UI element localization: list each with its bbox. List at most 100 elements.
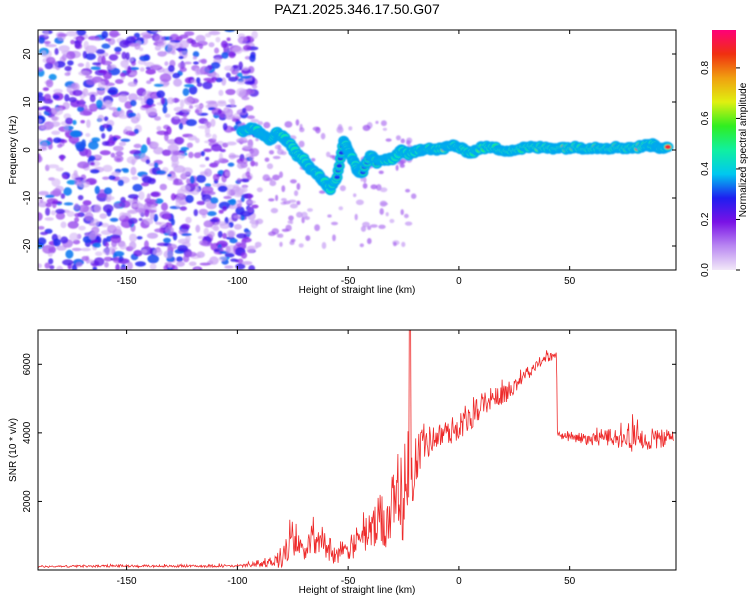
noise-blob — [167, 97, 175, 105]
noise-blob — [95, 251, 103, 256]
noise-blob — [179, 67, 187, 72]
noise-blob — [211, 76, 218, 81]
noise-blob — [193, 152, 202, 159]
noise-blob — [203, 227, 209, 236]
noise-blob — [380, 202, 389, 206]
noise-blob — [38, 107, 45, 111]
noise-blob — [192, 51, 200, 58]
noise-blob — [104, 261, 109, 268]
noise-blob — [88, 155, 96, 161]
noise-blob — [56, 265, 64, 270]
noise-blob — [263, 121, 271, 129]
noise-blob — [237, 258, 244, 264]
noise-blob — [380, 120, 387, 127]
noise-blob — [74, 141, 87, 150]
noise-blob — [277, 148, 284, 155]
noise-blob — [155, 198, 164, 204]
noise-blob — [195, 34, 206, 43]
noise-blob — [241, 261, 253, 265]
noise-blob — [88, 140, 99, 150]
spectrogram-y-ticks: -20 -10 0 10 20 — [22, 48, 676, 253]
noise-blob — [188, 85, 198, 95]
noise-blob — [245, 171, 251, 178]
noise-blob — [85, 75, 93, 79]
noise-blob — [77, 161, 90, 169]
noise-blob — [127, 217, 138, 225]
noise-blob — [127, 65, 132, 75]
noise-blob — [250, 118, 260, 123]
noise-blob — [150, 30, 163, 33]
noise-blob — [200, 58, 207, 64]
noise-blob — [248, 155, 255, 161]
noise-blob — [153, 146, 164, 155]
noise-blob — [287, 220, 292, 224]
noise-blob — [93, 204, 102, 213]
noise-blob — [228, 205, 237, 210]
noise-blob — [180, 146, 190, 151]
noise-blob — [140, 98, 146, 106]
noise-blob — [218, 255, 227, 262]
noise-blob — [128, 209, 136, 214]
noise-blob — [100, 60, 113, 66]
noise-blob — [107, 224, 117, 234]
noise-blob — [102, 141, 110, 146]
noise-blob — [251, 84, 258, 89]
noise-blob — [281, 185, 286, 193]
noise-blob — [77, 63, 85, 67]
noise-blob — [92, 242, 101, 248]
noise-blob — [218, 209, 224, 214]
noise-blob — [298, 140, 305, 148]
noise-blob — [164, 113, 171, 118]
noise-blob — [160, 97, 166, 105]
noise-blob — [129, 241, 137, 250]
noise-blob — [118, 141, 127, 147]
noise-blob — [246, 200, 256, 204]
noise-blob — [51, 178, 61, 187]
noise-blob — [68, 97, 77, 103]
snr-y-axis-label: SNR (10 * v/v) — [8, 418, 19, 482]
noise-blob — [378, 224, 386, 229]
noise-blob — [58, 45, 70, 52]
noise-blob — [122, 168, 129, 173]
noise-blob — [153, 213, 159, 223]
noise-blob — [197, 235, 204, 240]
noise-blob — [240, 240, 247, 249]
noise-blob — [149, 77, 155, 82]
noise-blob — [398, 158, 407, 164]
x-tick-label: -50 — [341, 576, 356, 587]
noise-blob — [151, 141, 160, 148]
noise-blob — [131, 203, 141, 208]
noise-blob — [77, 106, 85, 113]
noise-blob — [79, 110, 92, 116]
noise-blob — [183, 97, 194, 104]
noise-blob — [77, 195, 84, 201]
noise-blob — [150, 191, 160, 197]
noise-blob — [102, 248, 114, 255]
noise-blob — [145, 69, 156, 75]
noise-blob — [189, 175, 195, 184]
noise-blob — [154, 45, 161, 51]
noise-blob — [146, 232, 159, 239]
noise-blob — [226, 37, 231, 42]
noise-blob — [104, 242, 110, 248]
noise-blob — [86, 119, 91, 128]
noise-blob — [321, 242, 327, 249]
colorbar-ticks: 0.0 0.2 0.4 0.6 0.8 — [700, 61, 740, 277]
noise-blob — [184, 61, 192, 65]
noise-blob — [115, 151, 124, 157]
noise-blob — [98, 80, 106, 90]
noise-blob — [95, 49, 106, 55]
noise-blob — [236, 233, 247, 239]
noise-blob — [128, 112, 137, 118]
noise-blob — [80, 247, 92, 252]
noise-blob — [125, 130, 135, 136]
noise-blob — [129, 233, 137, 243]
noise-blob — [378, 170, 384, 175]
noise-blob — [270, 207, 279, 214]
noise-blob — [44, 40, 51, 45]
noise-blob — [370, 184, 378, 190]
noise-blob — [48, 258, 54, 265]
noise-blob — [296, 183, 301, 190]
noise-blob — [248, 265, 256, 270]
noise-blob — [198, 125, 209, 129]
